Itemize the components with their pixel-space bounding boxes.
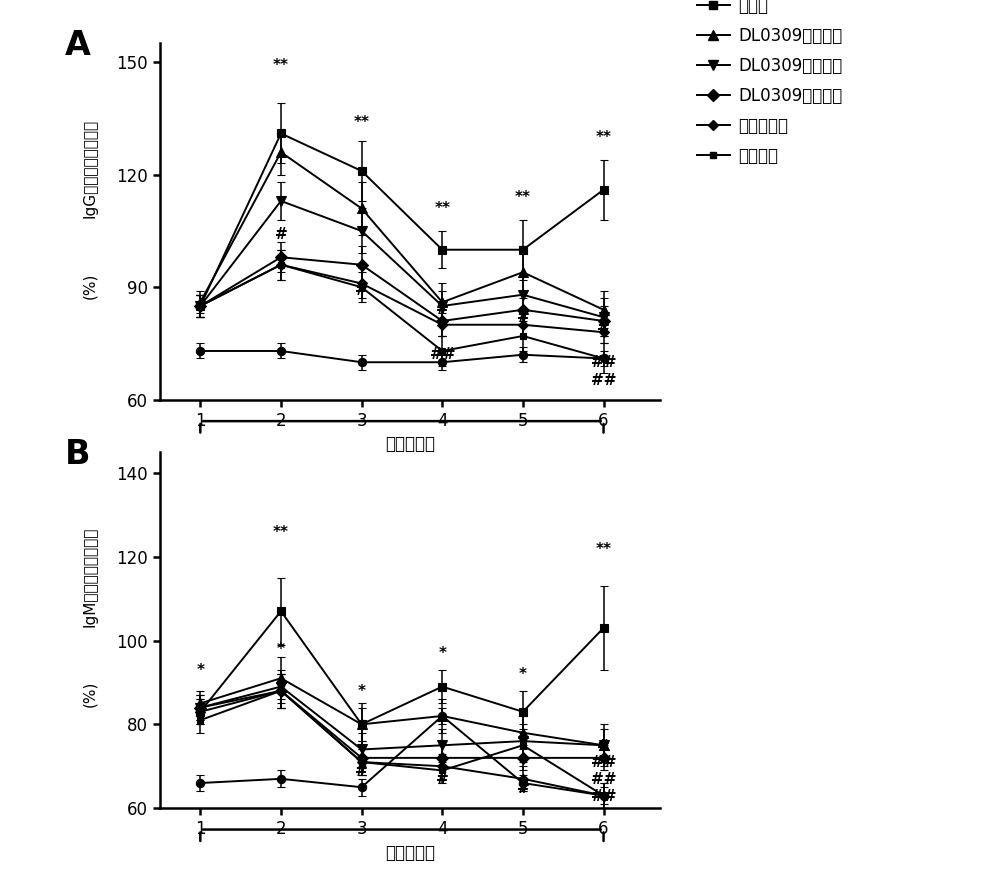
Text: IgG型组蛋白自身抗体: IgG型组蛋白自身抗体 [82, 118, 98, 218]
Text: ##: ## [430, 348, 455, 362]
Text: #: # [517, 309, 529, 325]
Text: IgM型组蛋白自身抗体: IgM型组蛋白自身抗体 [82, 527, 98, 627]
Text: #: # [517, 780, 529, 796]
Text: #: # [436, 773, 449, 787]
Text: **: ** [354, 115, 370, 129]
Text: #: # [355, 764, 368, 779]
Text: **: ** [596, 129, 612, 145]
Text: B: B [65, 438, 90, 471]
Text: ##: ## [591, 374, 616, 388]
Text: (%): (%) [82, 681, 98, 707]
Text: *: * [438, 647, 446, 661]
Text: #: # [597, 739, 610, 753]
Text: ##: ## [591, 755, 616, 771]
Text: **: ** [273, 525, 289, 540]
Text: (%): (%) [82, 273, 98, 299]
Text: *: * [277, 642, 285, 657]
Text: *: * [358, 684, 366, 700]
Text: **: ** [434, 201, 450, 216]
Text: ##: ## [591, 355, 616, 369]
Text: #: # [597, 321, 610, 336]
Text: **: ** [596, 541, 612, 557]
Text: ##: ## [591, 789, 616, 804]
X-axis label: 时间（月）: 时间（月） [385, 844, 435, 861]
Text: #: # [355, 283, 368, 298]
Text: ##: ## [591, 773, 616, 787]
Text: **: ** [515, 189, 531, 205]
Text: *: * [519, 667, 527, 682]
Text: #: # [436, 302, 449, 317]
Legend: 对照组, 模型组, DL0309低剂量组, DL0309中剂量组, DL0309高剂量组, 阿司匹林组, 泼尼松组: 对照组, 模型组, DL0309低剂量组, DL0309中剂量组, DL0309… [690, 0, 849, 171]
Text: *: * [196, 663, 204, 678]
Text: #: # [275, 227, 287, 242]
Text: A: A [65, 30, 91, 63]
Text: **: ** [273, 58, 289, 74]
X-axis label: 时间（月）: 时间（月） [385, 435, 435, 453]
